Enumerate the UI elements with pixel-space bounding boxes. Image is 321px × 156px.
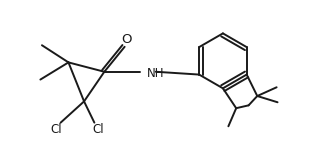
Text: O: O [122,33,132,46]
Text: Cl: Cl [50,123,62,136]
Text: Cl: Cl [92,123,104,136]
Text: NH: NH [147,67,165,80]
